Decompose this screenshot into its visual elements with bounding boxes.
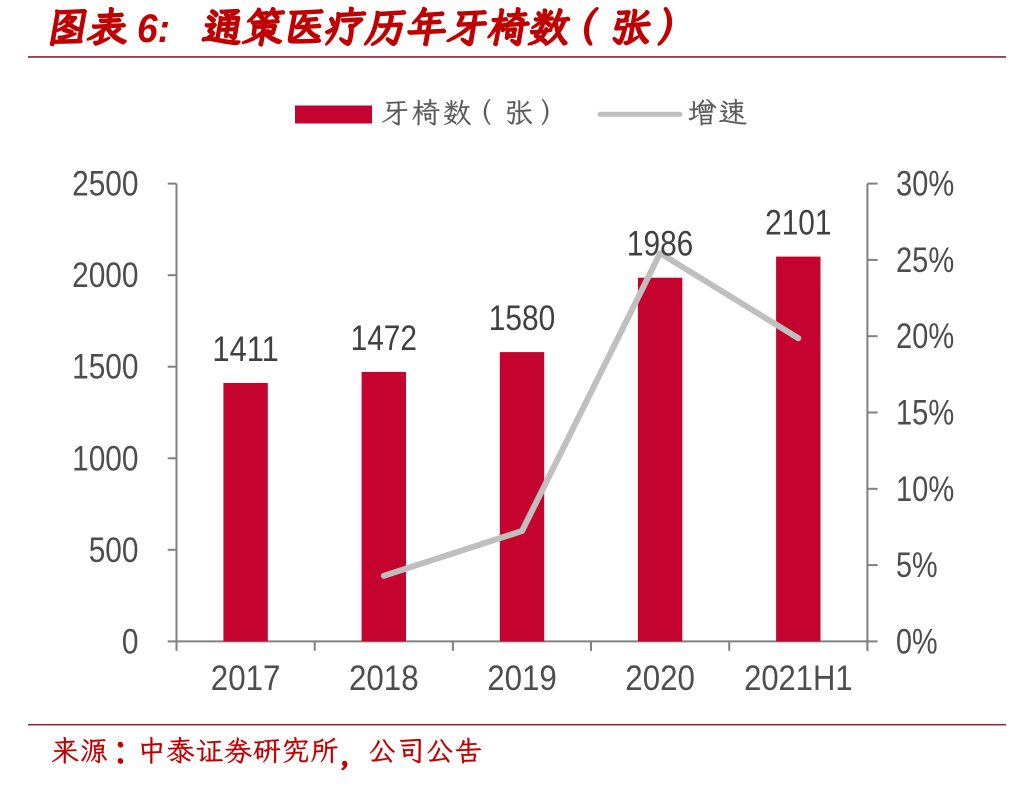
svg-text:15%: 15% — [896, 394, 954, 433]
svg-text:2020: 2020 — [625, 659, 695, 698]
svg-text:1472: 1472 — [351, 319, 417, 358]
svg-text:1500: 1500 — [72, 348, 138, 387]
svg-text:2017: 2017 — [211, 659, 281, 698]
svg-text:1580: 1580 — [489, 299, 555, 338]
svg-text:10%: 10% — [896, 470, 954, 509]
svg-text:2000: 2000 — [72, 256, 138, 295]
svg-text:1986: 1986 — [627, 225, 693, 264]
svg-text:2018: 2018 — [349, 659, 419, 698]
svg-text:6:: 6: — [137, 7, 170, 51]
svg-text:1000: 1000 — [72, 439, 138, 478]
svg-text:2500: 2500 — [72, 165, 138, 204]
svg-text:2101: 2101 — [765, 204, 831, 243]
svg-text:500: 500 — [89, 531, 139, 570]
svg-text:2021H1: 2021H1 — [744, 659, 853, 698]
svg-text:1411: 1411 — [212, 330, 278, 369]
svg-text:5%: 5% — [896, 546, 938, 585]
svg-text:25%: 25% — [896, 241, 954, 280]
svg-text:0: 0 — [122, 622, 139, 661]
svg-text:20%: 20% — [896, 317, 954, 356]
svg-text:2019: 2019 — [487, 659, 557, 698]
svg-text:30%: 30% — [896, 165, 954, 204]
svg-text:0%: 0% — [896, 622, 938, 661]
